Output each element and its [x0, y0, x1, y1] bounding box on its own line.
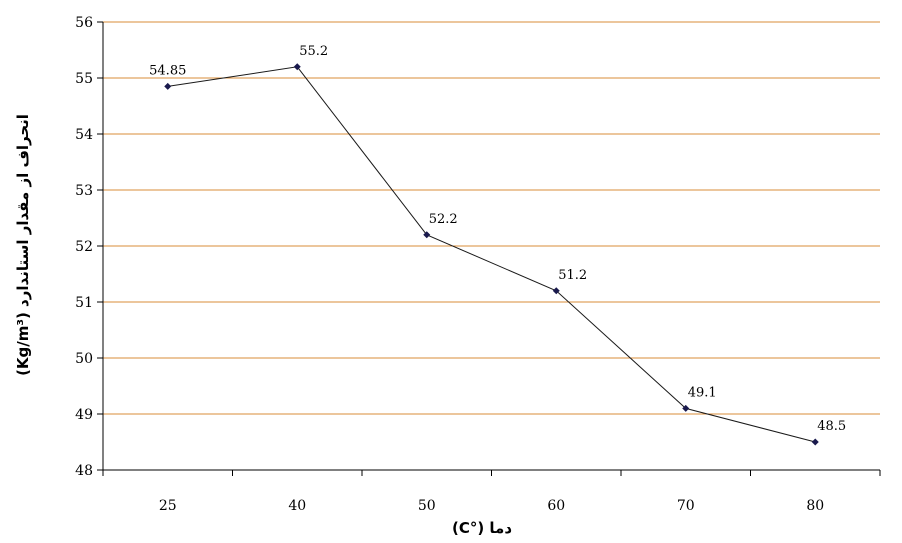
data-label: 55.2	[299, 44, 328, 59]
data-label: 52.2	[429, 212, 458, 227]
y-tick-label: 50	[75, 351, 93, 367]
y-tick-label: 48	[75, 463, 93, 479]
data-label: 54.85	[149, 63, 186, 78]
series-line	[167, 66, 816, 443]
data-label: 51.2	[558, 268, 587, 283]
x-tick-labels: 25 40 50 60 70 80	[159, 498, 824, 514]
data-point-marker	[682, 404, 690, 412]
y-tick-label: 51	[75, 295, 93, 311]
x-tick-label: 50	[418, 498, 436, 514]
x-axis-title: دما (°C)	[452, 519, 512, 537]
y-tick-label: 52	[75, 239, 93, 255]
data-point-marker	[164, 82, 172, 90]
y-tick-labels: 48 49 50 51 52 53 54 55 56	[75, 15, 93, 479]
data-point-marker	[423, 231, 431, 239]
axes	[97, 21, 881, 476]
x-tick-label: 25	[159, 498, 177, 514]
data-point-marker	[552, 287, 560, 295]
y-tick-label: 54	[75, 127, 93, 143]
y-axis-title: انحراف از مقدار استاندارد (Kg/m³)	[14, 114, 32, 376]
data-label: 48.5	[817, 419, 846, 434]
gridlines	[103, 21, 880, 415]
series-line-group	[164, 63, 819, 446]
x-tick-label: 80	[806, 498, 824, 514]
data-point-marker	[811, 438, 819, 446]
x-tick-label: 40	[288, 498, 306, 514]
y-tick-label: 53	[75, 183, 93, 199]
data-labels: 54.85 55.2 52.2 51.2 49.1 48.5	[149, 44, 846, 434]
y-tick-label: 49	[75, 407, 93, 423]
x-tick-label: 70	[677, 498, 695, 514]
data-point-marker	[293, 63, 301, 71]
y-tick-label: 56	[75, 15, 93, 31]
data-label: 49.1	[688, 385, 717, 400]
y-tick-label: 55	[75, 71, 93, 87]
x-tick-label: 60	[547, 498, 565, 514]
